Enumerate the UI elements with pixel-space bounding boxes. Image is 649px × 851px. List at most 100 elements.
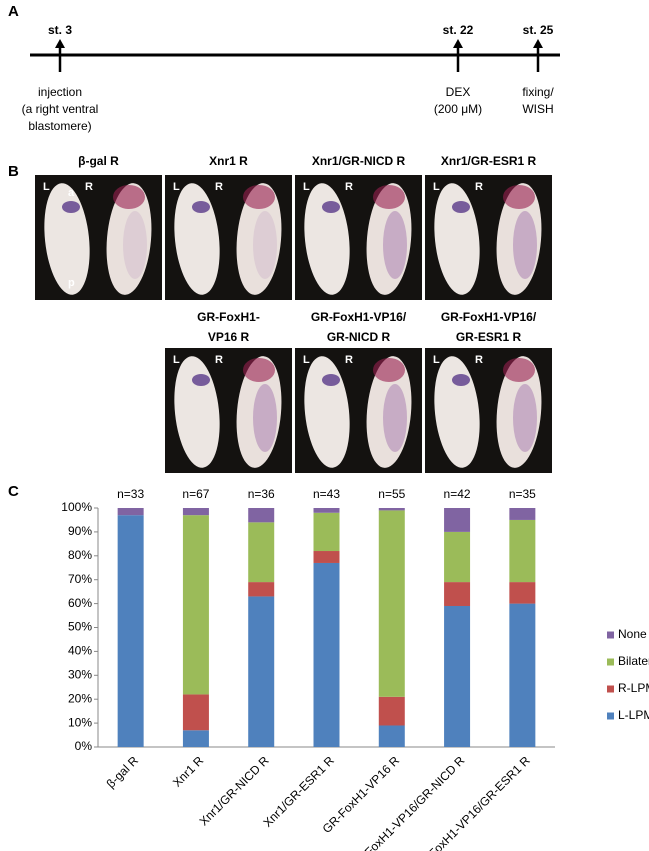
- bar-segment: [444, 582, 471, 606]
- y-tick-label: 100%: [61, 500, 92, 514]
- staining: [452, 374, 470, 386]
- image-mark: R: [215, 354, 223, 366]
- image-title: Xnr1/GR-ESR1 R: [441, 154, 537, 168]
- embryo: [434, 356, 480, 468]
- bar-segment: [509, 582, 536, 604]
- image-title: GR-FoxH1-VP16/: [311, 310, 407, 324]
- embryo: [44, 183, 90, 295]
- event-label: (200 μM): [434, 102, 482, 116]
- embryo: [174, 356, 220, 468]
- n-label: n=36: [248, 487, 275, 501]
- x-tick-label: Xnr1/GR-NICD R: [197, 753, 272, 828]
- image-title: GR-FoxH1-: [197, 310, 260, 324]
- staining: [383, 211, 407, 279]
- staining: [503, 185, 535, 209]
- bar-segment: [182, 515, 209, 695]
- staining: [192, 201, 210, 213]
- staining: [243, 358, 275, 382]
- embryo: [366, 356, 412, 468]
- embryo: [236, 183, 282, 295]
- bar-segment: [444, 605, 471, 747]
- embryo: [366, 183, 412, 295]
- bar-segment: [182, 508, 209, 516]
- image-title: VP16 R: [208, 330, 250, 344]
- y-tick-label: 10%: [68, 715, 92, 729]
- x-tick-label: β-gal R: [104, 753, 142, 791]
- staining: [192, 374, 210, 386]
- legend-swatch: [607, 685, 614, 693]
- y-tick-label: 90%: [68, 524, 92, 538]
- staining: [322, 201, 340, 213]
- legend-swatch: [607, 658, 614, 666]
- image-mark: R: [85, 181, 93, 193]
- bar-segment: [378, 696, 405, 726]
- image-mark: L: [173, 181, 180, 193]
- bar-segment: [248, 596, 275, 747]
- image-title: GR-ESR1 R: [456, 330, 522, 344]
- bar-segment: [117, 508, 144, 516]
- n-label: n=35: [509, 487, 536, 501]
- image-mark: L: [433, 354, 440, 366]
- bar-segment: [509, 603, 536, 747]
- event-label: WISH: [522, 102, 553, 116]
- n-label: n=55: [378, 487, 405, 501]
- embryo: [304, 183, 350, 295]
- legend-label: R-LPM: [618, 681, 649, 695]
- y-tick-label: 20%: [68, 691, 92, 705]
- legend-swatch: [607, 631, 614, 639]
- image-mark: L: [433, 181, 440, 193]
- image-title: β-gal R: [78, 154, 119, 168]
- n-label: n=67: [182, 487, 209, 501]
- y-tick-label: 50%: [68, 620, 92, 634]
- embryo: [496, 183, 542, 295]
- staining: [383, 384, 407, 452]
- image-mark: R: [345, 354, 353, 366]
- image-title: GR-FoxH1-VP16/: [441, 310, 537, 324]
- staining: [503, 358, 535, 382]
- bar-segment: [378, 725, 405, 747]
- x-tick-label: Xnr1 R: [170, 753, 207, 790]
- y-tick-label: 60%: [68, 596, 92, 610]
- bar-segment: [182, 730, 209, 747]
- stage-label: st. 22: [443, 23, 474, 37]
- staining: [513, 211, 537, 279]
- image-title: GR-NICD R: [327, 330, 391, 344]
- arrow-head: [55, 39, 65, 48]
- image-title: Xnr1/GR-NICD R: [312, 154, 406, 168]
- arrow-head: [533, 39, 543, 48]
- bar-segment: [313, 562, 340, 747]
- image-mark: R: [475, 181, 483, 193]
- bar-segment: [378, 510, 405, 697]
- n-label: n=33: [117, 487, 144, 501]
- y-tick-label: 40%: [68, 644, 92, 658]
- bar-segment: [248, 522, 275, 583]
- image-mark: p: [68, 277, 75, 289]
- embryo: [434, 183, 480, 295]
- panel-label: C: [8, 483, 19, 500]
- staining: [113, 185, 145, 209]
- panel-label: B: [8, 163, 19, 180]
- image-mark: R: [475, 354, 483, 366]
- staining: [253, 384, 277, 452]
- y-tick-label: 30%: [68, 667, 92, 681]
- image-mark: a: [68, 187, 75, 199]
- bar-segment: [509, 508, 536, 520]
- staining: [123, 211, 147, 279]
- staining: [243, 185, 275, 209]
- legend-label: Bilateral: [618, 654, 649, 668]
- staining: [322, 374, 340, 386]
- bar-segment: [248, 508, 275, 523]
- legend-swatch: [607, 712, 614, 720]
- image-mark: L: [173, 354, 180, 366]
- x-tick-label: Xnr1/GR-ESR1 R: [260, 753, 337, 830]
- embryo: [304, 356, 350, 468]
- bar-segment: [444, 508, 471, 532]
- image-mark: L: [43, 181, 50, 193]
- bar-segment: [444, 531, 471, 583]
- embryo: [496, 356, 542, 468]
- panel-label: A: [8, 3, 19, 20]
- staining: [62, 201, 80, 213]
- y-tick-label: 80%: [68, 548, 92, 562]
